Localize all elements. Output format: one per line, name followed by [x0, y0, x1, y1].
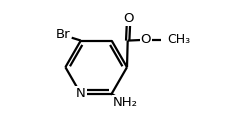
Text: Br: Br [55, 28, 70, 41]
Text: N: N [76, 87, 85, 100]
Text: O: O [123, 12, 133, 25]
Text: CH₃: CH₃ [167, 33, 190, 46]
Text: NH₂: NH₂ [112, 96, 137, 109]
Text: O: O [140, 33, 151, 46]
